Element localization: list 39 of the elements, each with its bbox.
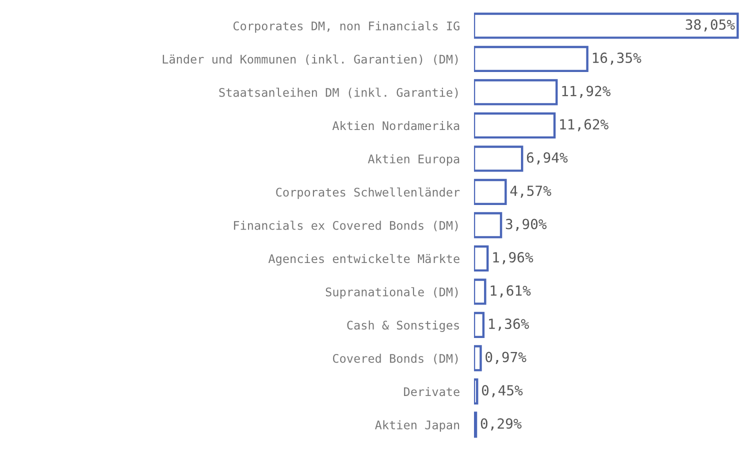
- bar: [474, 312, 485, 338]
- bar: [474, 378, 478, 405]
- y-tick-label: Corporates Schwellenländer: [276, 187, 460, 199]
- y-tick-label: Covered Bonds (DM): [332, 354, 458, 364]
- y-tick-label: Länder und Kommunen (inkl. Garantien) (DM): [162, 54, 458, 66]
- data-label: 0,97%: [486, 352, 526, 364]
- bar: [474, 345, 482, 372]
- y-tick-label: Aktien Europa: [368, 154, 460, 166]
- data-label: 11,62%: [560, 119, 608, 132]
- data-label: 0,45%: [482, 385, 523, 398]
- y-tick-label: Corporates DM, non Financials IG: [233, 21, 460, 33]
- data-label: 6,94%: [526, 152, 568, 165]
- y-tick-label: Aktien Nordamerika: [332, 121, 460, 130]
- data-label: 4,57%: [510, 186, 552, 198]
- y-tick-label: Cash & Sonstiges: [347, 320, 459, 332]
- data-label: 1,36%: [489, 318, 529, 331]
- bar: [474, 412, 478, 438]
- y-tick-label: Supranationale (DM): [326, 287, 458, 299]
- data-label: 0,29%: [480, 418, 522, 431]
- bar: [474, 79, 558, 106]
- data-label: 16,35%: [592, 52, 642, 65]
- bar: [474, 245, 489, 272]
- y-tick-label: Agencies entwickelte Märkte: [268, 254, 460, 266]
- data-label: 1,96%: [493, 252, 534, 264]
- y-tick-label: Aktien Japan: [375, 420, 460, 432]
- y-tick-label: Financials ex Covered Bonds (DM): [234, 220, 458, 232]
- data-label: 1,61%: [490, 285, 531, 298]
- bar: [474, 112, 556, 139]
- y-tick-label: Derivate: [404, 387, 460, 396]
- bar: [474, 212, 502, 238]
- data-label: 3,90%: [506, 218, 547, 232]
- bar: [474, 46, 588, 72]
- data-label: 11,92%: [562, 86, 611, 98]
- bar: [474, 278, 486, 305]
- bar: [474, 146, 524, 172]
- data-label: 38,05%: [686, 19, 735, 32]
- y-tick-label: Staatsanleihen DM (inkl. Garantie): [219, 88, 458, 98]
- bar: [474, 178, 507, 206]
- bar: [474, 12, 739, 39]
